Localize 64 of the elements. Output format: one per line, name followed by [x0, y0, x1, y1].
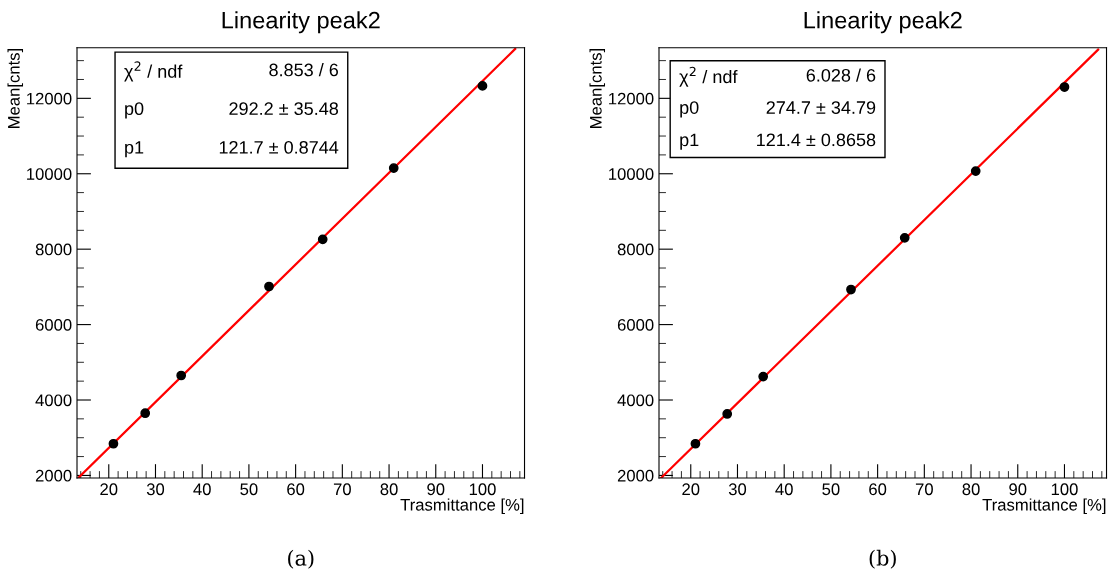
x-axis-title: Trasmittance [%]	[982, 498, 1106, 514]
annotation: p1	[680, 133, 699, 150]
x-axis-title: Trasmittance [%]	[400, 498, 524, 514]
annotation: p1	[125, 141, 144, 158]
x-tick-label: 90	[427, 483, 445, 496]
point	[388, 163, 399, 173]
point	[970, 166, 981, 176]
y-tick-label: 12000	[27, 92, 72, 105]
annotation: 6.028 / 6	[806, 68, 876, 82]
annotation: 121.7 ± 0.8744	[219, 140, 339, 154]
annotation: 121.4 ± 0.8658	[757, 133, 876, 147]
point	[758, 371, 769, 382]
x-tick-label: 70	[915, 483, 933, 496]
annotation: 274.7 ± 34.79	[766, 101, 876, 114]
x-tick-label: 100	[1051, 483, 1078, 496]
point	[899, 232, 910, 243]
x-tick-label: 40	[775, 483, 793, 496]
x-tick-label: 80	[962, 483, 980, 496]
annotation: 8.853 / 6	[269, 63, 339, 77]
x-tick-label: 50	[822, 483, 840, 496]
chart-title: Linearity peak2	[222, 11, 380, 34]
y-tick-label: 2000	[35, 469, 72, 482]
x-tick-label: 40	[193, 483, 211, 496]
text: (b)	[869, 549, 896, 569]
point	[317, 234, 328, 245]
y-tick-label: 6000	[617, 318, 654, 331]
x-tick-label: 60	[869, 483, 887, 496]
x-tick-label: 50	[240, 483, 258, 496]
point	[1059, 82, 1070, 92]
x-tick-label: 30	[146, 483, 165, 496]
annotation: p0	[680, 101, 699, 118]
x-tick-label: 80	[380, 483, 398, 496]
y-tick-label: 8000	[617, 243, 654, 256]
y-tick-label: 4000	[617, 394, 654, 407]
point	[722, 409, 733, 419]
chart-title: Linearity peak2	[804, 11, 962, 34]
point	[108, 438, 119, 449]
y-tick-label: 6000	[35, 318, 72, 331]
y-tick-label: 12000	[609, 92, 654, 105]
annotation: χ$^{2}$ / ndf	[679, 66, 738, 87]
x-tick-label: 70	[333, 483, 351, 496]
y-tick-label: 10000	[27, 168, 72, 180]
x-tick-label: 30	[728, 483, 747, 496]
y-tick-label: 4000	[35, 394, 72, 407]
annotation: χ$^{2}$ / ndf	[124, 61, 183, 82]
annotation: 292.2 ± 35.48	[229, 102, 339, 116]
point	[690, 438, 701, 449]
text: (a)	[288, 549, 314, 569]
x-tick-label: 90	[1009, 483, 1027, 496]
y-tick-label: 10000	[609, 168, 654, 180]
y-tick-label: 2000	[617, 469, 654, 482]
point	[264, 281, 274, 292]
point	[477, 81, 488, 91]
annotation: p0	[125, 102, 144, 119]
point	[176, 370, 187, 381]
y-axis-title: Mean[cnts]	[7, 48, 24, 128]
x-tick-label: 20	[100, 483, 118, 496]
y-tick-label: 8000	[35, 243, 72, 256]
point	[140, 408, 151, 419]
point	[846, 284, 856, 295]
x-tick-label: 60	[287, 483, 305, 496]
x-tick-label: 20	[682, 483, 700, 496]
y-axis-title: Mean[cnts]	[589, 48, 606, 128]
x-tick-label: 100	[469, 483, 496, 496]
